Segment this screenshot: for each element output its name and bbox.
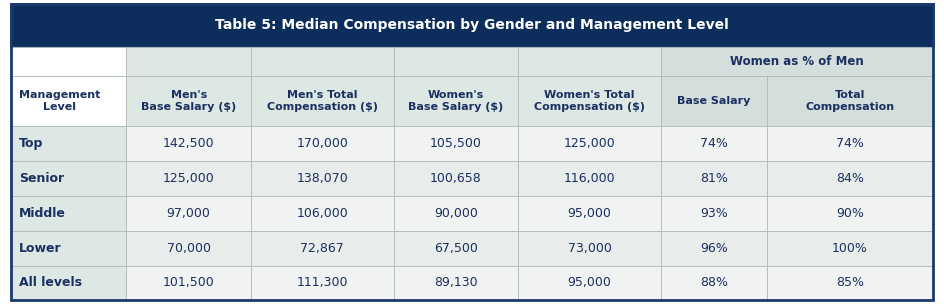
Bar <box>251 126 394 161</box>
Text: 89,130: 89,130 <box>434 276 478 289</box>
Bar <box>518 126 661 161</box>
Text: 106,000: 106,000 <box>296 207 348 220</box>
Text: 101,500: 101,500 <box>162 276 214 289</box>
Bar <box>126 231 251 266</box>
Bar <box>11 4 933 47</box>
Text: Table 5: Median Compensation by Gender and Management Level: Table 5: Median Compensation by Gender a… <box>215 19 729 33</box>
Bar <box>251 266 394 300</box>
Text: 95,000: 95,000 <box>567 207 612 220</box>
Bar <box>394 231 518 266</box>
Text: 142,500: 142,500 <box>163 137 214 150</box>
Bar <box>518 47 661 76</box>
Bar <box>11 76 126 126</box>
Text: 81%: 81% <box>700 172 728 185</box>
Bar <box>11 126 126 161</box>
Bar <box>661 47 933 76</box>
Text: 73,000: 73,000 <box>567 242 612 255</box>
Bar <box>251 161 394 196</box>
Text: 170,000: 170,000 <box>296 137 348 150</box>
Text: 111,300: 111,300 <box>296 276 348 289</box>
Bar <box>767 76 933 126</box>
Bar <box>661 126 767 161</box>
Text: 138,070: 138,070 <box>296 172 348 185</box>
Bar <box>126 266 251 300</box>
Text: 90%: 90% <box>835 207 864 220</box>
Bar <box>251 231 394 266</box>
Bar <box>394 161 518 196</box>
Text: 125,000: 125,000 <box>162 172 214 185</box>
Text: Men's Total
Compensation ($): Men's Total Compensation ($) <box>267 90 378 112</box>
Text: 100%: 100% <box>832 242 868 255</box>
Bar <box>661 76 767 126</box>
Bar <box>518 161 661 196</box>
Text: Base Salary: Base Salary <box>677 96 750 106</box>
Bar <box>394 126 518 161</box>
Text: 90,000: 90,000 <box>434 207 478 220</box>
Bar <box>251 47 394 76</box>
Text: 116,000: 116,000 <box>564 172 615 185</box>
Bar <box>661 196 767 231</box>
Text: Management
Level: Management Level <box>19 90 100 112</box>
Bar <box>661 231 767 266</box>
Text: Women as % of Men: Women as % of Men <box>730 55 864 68</box>
Bar <box>394 266 518 300</box>
Bar <box>126 76 251 126</box>
Bar <box>11 196 126 231</box>
Bar <box>518 196 661 231</box>
Bar <box>126 196 251 231</box>
Bar <box>251 196 394 231</box>
Bar <box>394 196 518 231</box>
Bar <box>518 266 661 300</box>
Bar <box>126 161 251 196</box>
Text: 93%: 93% <box>700 207 728 220</box>
Bar <box>767 196 933 231</box>
Text: 100,658: 100,658 <box>430 172 481 185</box>
Text: Men's
Base Salary ($): Men's Base Salary ($) <box>141 90 236 112</box>
Bar <box>767 231 933 266</box>
Bar <box>11 266 126 300</box>
Text: Women's Total
Compensation ($): Women's Total Compensation ($) <box>534 90 645 112</box>
Text: Middle: Middle <box>19 207 66 220</box>
Bar <box>126 126 251 161</box>
Text: 97,000: 97,000 <box>167 207 211 220</box>
Text: Total
Compensation: Total Compensation <box>805 90 894 112</box>
Bar <box>518 76 661 126</box>
Bar <box>394 76 518 126</box>
Bar <box>661 161 767 196</box>
Text: Women's
Base Salary ($): Women's Base Salary ($) <box>408 90 503 112</box>
Text: 72,867: 72,867 <box>300 242 345 255</box>
Text: 84%: 84% <box>835 172 864 185</box>
Bar <box>394 47 518 76</box>
Text: 125,000: 125,000 <box>564 137 615 150</box>
Bar <box>11 231 126 266</box>
Bar <box>11 47 126 76</box>
Text: 70,000: 70,000 <box>167 242 211 255</box>
Bar <box>767 161 933 196</box>
Bar <box>767 266 933 300</box>
Text: 96%: 96% <box>700 242 728 255</box>
Bar <box>518 231 661 266</box>
Text: Lower: Lower <box>19 242 61 255</box>
Text: 74%: 74% <box>835 137 864 150</box>
Bar <box>126 47 251 76</box>
Text: 74%: 74% <box>700 137 728 150</box>
Text: All levels: All levels <box>19 276 82 289</box>
Text: Top: Top <box>19 137 43 150</box>
Text: 67,500: 67,500 <box>434 242 478 255</box>
Bar <box>251 76 394 126</box>
Text: 105,500: 105,500 <box>430 137 481 150</box>
Text: Senior: Senior <box>19 172 64 185</box>
Bar <box>11 161 126 196</box>
Text: 85%: 85% <box>835 276 864 289</box>
Bar <box>661 266 767 300</box>
Bar <box>767 126 933 161</box>
Text: 88%: 88% <box>700 276 728 289</box>
Text: 95,000: 95,000 <box>567 276 612 289</box>
